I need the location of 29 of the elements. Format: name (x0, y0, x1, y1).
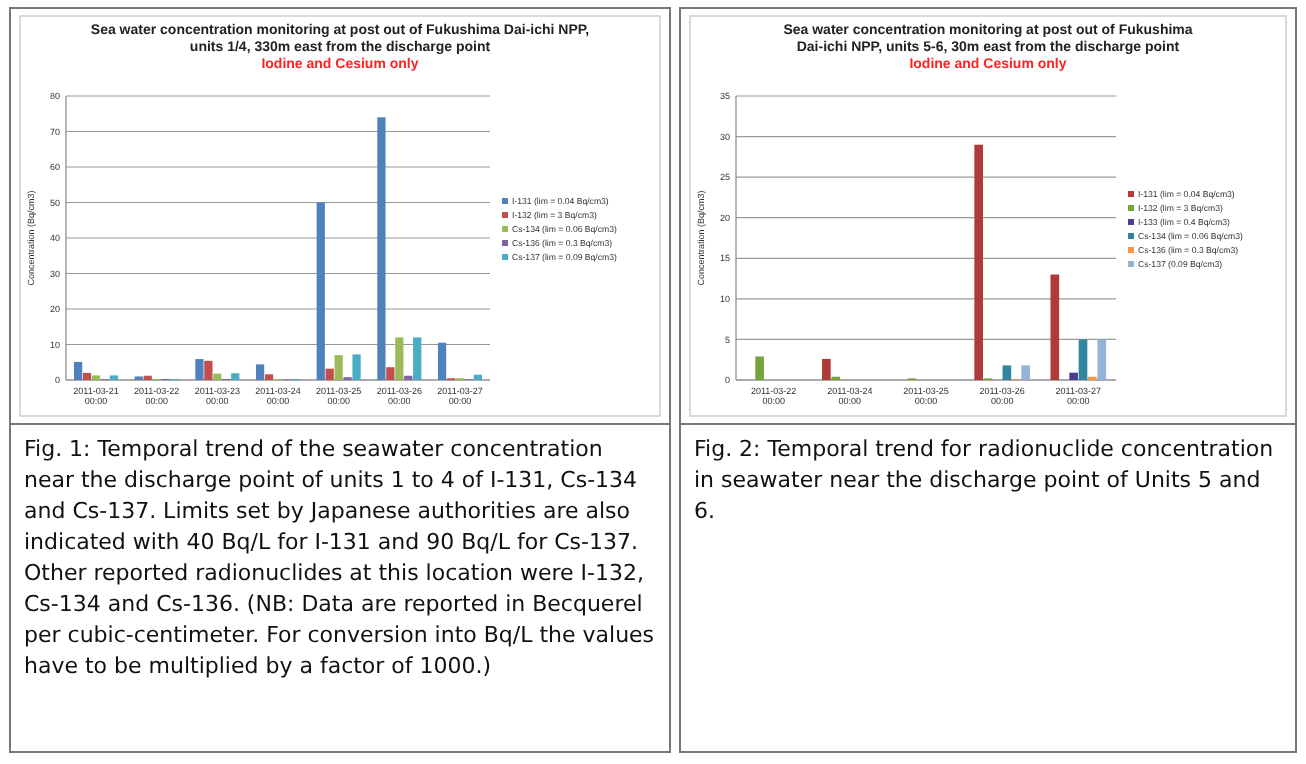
bar (473, 374, 483, 380)
bar (395, 337, 404, 380)
bar (213, 373, 222, 380)
bar (325, 368, 334, 380)
caption: Fig. 2: Temporal trend for radionuclide concentration in seawater near the discharge point of Units 5 and 6. (694, 436, 1274, 524)
bar (74, 361, 83, 380)
caption: Fig. 1: Temporal trend of the seawater concentration near the discharge point of units 1 to 4 of I-131, Cs-134 and Cs-137. Limits set by Japanese authorities are also indicated with 40 Bq/L for I-131 and 90 Bq/L for Cs-137. Other reported radionuclides at this location were I-132, Cs-134 and Cs-136. (NB: Data are reported in Becquerel per cubic-centimeter. For conversion into Bq/L the values have to be multiplied by a factor of 1000.) (24, 436, 655, 679)
bar (204, 360, 213, 380)
bar (264, 374, 274, 380)
bar (334, 355, 343, 380)
bar (1021, 365, 1030, 380)
bar (1069, 372, 1078, 380)
bar (352, 354, 361, 380)
bar (413, 337, 422, 380)
bar (1097, 339, 1107, 380)
bar (437, 342, 447, 380)
bar (255, 364, 265, 380)
bar (755, 356, 764, 380)
bar (195, 359, 204, 380)
bar (82, 372, 92, 380)
bar (316, 202, 325, 380)
bar (822, 358, 831, 380)
bar (974, 144, 983, 380)
bar (231, 373, 240, 380)
bar (1078, 339, 1088, 380)
bar (1050, 274, 1060, 380)
bar (377, 117, 386, 380)
bar (386, 367, 395, 380)
bar (1002, 365, 1012, 380)
